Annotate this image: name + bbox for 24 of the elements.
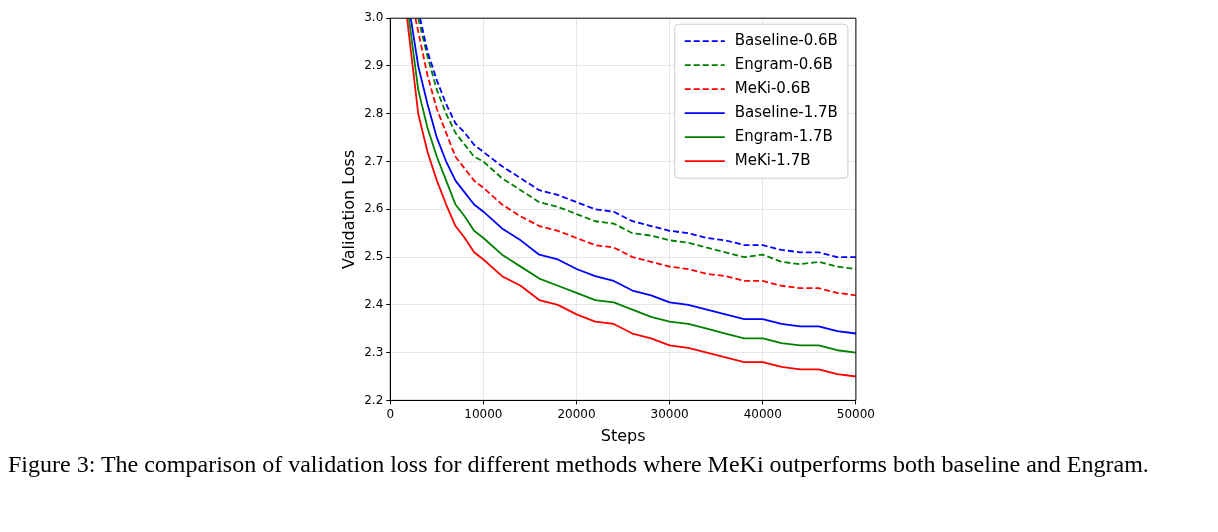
legend-label: MeKi-1.7B	[734, 151, 811, 170]
legend-label: Engram-1.7B	[734, 127, 833, 146]
x-tick-label: 0	[386, 406, 395, 421]
y-tick-label: 2.7	[364, 153, 384, 168]
legend-label: MeKi-0.6B	[734, 79, 811, 98]
y-tick-label: 2.8	[364, 105, 384, 120]
x-tick-label: 50000	[836, 406, 876, 421]
y-tick-label: 2.4	[364, 296, 384, 311]
caption: Figure 3: The comparison of validation loss for different methods where MeKi outperforms both baseline and Engram.	[8, 450, 1150, 478]
legend-label: Baseline-1.7B	[734, 103, 838, 122]
x-tick-label: 30000	[650, 406, 689, 421]
x-tick-label: 10000	[464, 406, 503, 421]
x-axis-title: Steps	[600, 425, 646, 445]
y-axis-title: Validation Loss	[338, 149, 358, 269]
legend-label: Engram-0.6B	[734, 55, 833, 74]
y-tick-label: 3.0	[364, 10, 384, 25]
legend-label: Baseline-0.6B	[734, 31, 838, 50]
x-tick-label: 20000	[557, 406, 596, 421]
y-tick-label: 2.6	[364, 201, 384, 216]
y-tick-label: 2.2	[364, 392, 384, 407]
y-tick-label: 2.9	[364, 58, 384, 73]
y-tick-label: 2.3	[364, 344, 384, 359]
x-tick-label: 40000	[743, 406, 782, 421]
y-tick-label: 2.5	[364, 249, 384, 264]
